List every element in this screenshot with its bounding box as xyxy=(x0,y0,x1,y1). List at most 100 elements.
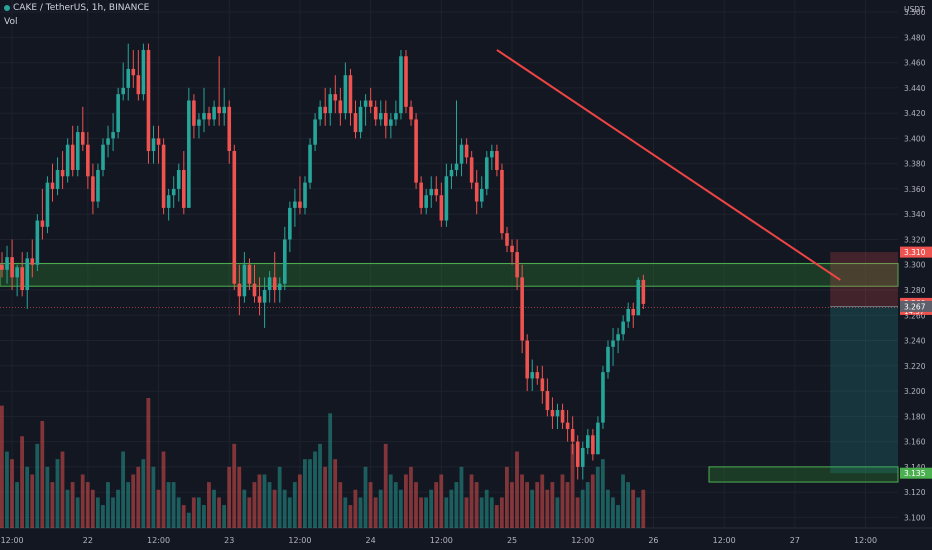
candle-body xyxy=(96,169,100,202)
volume-bar xyxy=(575,497,580,528)
volume-bar xyxy=(227,466,232,528)
volume-bar xyxy=(393,482,398,528)
volume-bar xyxy=(297,474,302,528)
candles xyxy=(0,43,646,480)
resistance-trendline xyxy=(496,49,841,281)
candle-body xyxy=(25,258,30,291)
candle-body xyxy=(242,264,247,297)
volume-bar xyxy=(348,505,353,528)
candle-body xyxy=(277,283,282,291)
candle-body xyxy=(586,435,590,448)
volume-bar xyxy=(50,482,55,528)
volume-bar xyxy=(237,466,242,528)
candle-body xyxy=(15,267,19,278)
candle-body xyxy=(606,346,610,373)
volume-bar xyxy=(494,505,499,528)
volume-bar xyxy=(590,474,595,528)
candle-body xyxy=(298,201,302,208)
volume-bar xyxy=(641,489,646,528)
candle-body xyxy=(378,113,383,120)
time-tick-label: 24 xyxy=(366,536,376,545)
volume-bar xyxy=(606,489,610,528)
candle-body xyxy=(30,258,35,265)
candle-body xyxy=(257,296,262,303)
volume-bar xyxy=(55,459,60,528)
price-tick-label: 3.460 xyxy=(904,59,926,68)
volume-bar xyxy=(616,505,620,528)
candle-body xyxy=(353,113,358,133)
support-price-label-bg xyxy=(900,467,932,479)
candle-body xyxy=(151,138,156,152)
volume-bar xyxy=(600,459,605,528)
candle-body xyxy=(121,87,125,95)
zones xyxy=(0,262,899,483)
position-tool[interactable] xyxy=(0,252,898,474)
candle-body xyxy=(348,75,353,114)
candle-body xyxy=(323,106,327,114)
candle-body xyxy=(414,119,418,183)
volume-bar xyxy=(429,489,434,528)
price-tick-label: 3.120 xyxy=(904,488,926,497)
time-tick-label: 12:00 xyxy=(854,536,877,545)
volume-bar xyxy=(328,413,333,528)
volume-bar xyxy=(272,489,277,528)
volume-bar xyxy=(535,482,540,528)
candle-body xyxy=(45,182,50,227)
candle-body xyxy=(601,372,605,423)
candle-body xyxy=(161,144,166,208)
volume-bar xyxy=(232,443,237,528)
volume-bar xyxy=(333,459,338,528)
candle-body xyxy=(288,207,292,240)
trendline[interactable] xyxy=(496,49,841,281)
candle-body xyxy=(444,176,449,221)
candle-body xyxy=(212,106,216,120)
volume-bar xyxy=(15,482,19,528)
volume-bar xyxy=(479,497,484,528)
candle-body xyxy=(540,378,545,392)
price-tick-label: 3.360 xyxy=(904,185,926,194)
candle-body xyxy=(631,308,636,316)
candle-body xyxy=(227,106,232,152)
volume-bar xyxy=(166,482,171,528)
candle-body xyxy=(474,182,479,202)
volume-bar xyxy=(560,474,565,528)
candle-body xyxy=(464,144,469,158)
volume-bar xyxy=(247,497,252,528)
volume-bar xyxy=(20,436,24,528)
volume-bar xyxy=(75,497,80,528)
volume-bar xyxy=(454,482,459,528)
volume-bar xyxy=(131,474,136,528)
candle-body xyxy=(530,372,535,379)
price-tick-label: 3.260 xyxy=(904,311,926,320)
candle-body xyxy=(237,283,242,297)
candle-body xyxy=(50,182,55,189)
candle-body xyxy=(101,144,105,170)
time-tick-label: 22 xyxy=(83,536,93,545)
volume-bar xyxy=(161,451,166,528)
candle-body xyxy=(368,100,373,107)
volume-bar xyxy=(611,497,615,528)
stop-area xyxy=(830,252,898,307)
candle-body xyxy=(313,119,317,145)
currency-label: USDT xyxy=(904,5,925,14)
price-tick-label: 3.200 xyxy=(904,387,926,396)
candle-body xyxy=(176,169,181,189)
stop-price-label-bg xyxy=(900,246,932,258)
volume-bar xyxy=(565,482,570,528)
volume-bar xyxy=(469,474,474,528)
candle-body xyxy=(641,279,646,304)
candle-body xyxy=(303,182,307,208)
price-tick-label: 3.420 xyxy=(904,109,926,118)
candle-body xyxy=(555,410,560,417)
volume-bar xyxy=(515,451,519,528)
volume-bar xyxy=(398,489,403,528)
volume-bar xyxy=(25,466,30,528)
candle-body xyxy=(485,157,489,189)
candle-body xyxy=(91,176,95,202)
volume-bar xyxy=(121,451,125,528)
candle-body xyxy=(636,279,641,316)
time-tick-label: 12:00 xyxy=(147,536,170,545)
volume-bar xyxy=(318,443,322,528)
candle-body xyxy=(146,49,151,152)
